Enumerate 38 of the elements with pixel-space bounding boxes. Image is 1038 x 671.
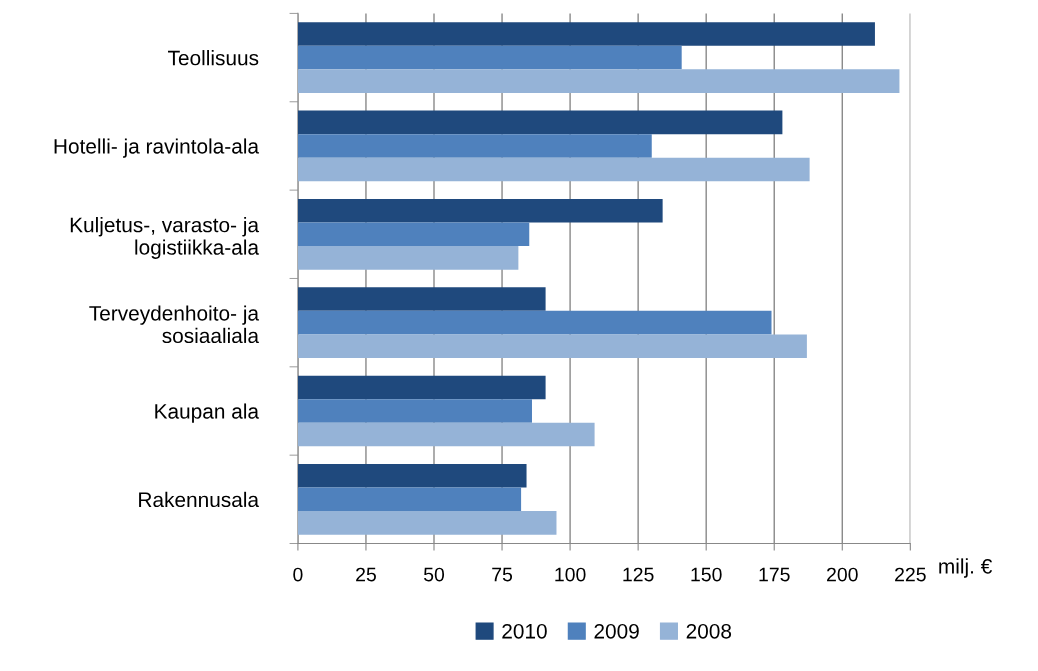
x-tick-label: 150 bbox=[691, 567, 722, 582]
legend-label: 2009 bbox=[594, 623, 639, 639]
x-tick-label: 125 bbox=[623, 567, 654, 582]
bar bbox=[297, 399, 532, 423]
bar bbox=[297, 334, 807, 358]
bar bbox=[297, 246, 519, 270]
bar bbox=[297, 157, 810, 182]
bar bbox=[297, 198, 663, 223]
x-tick-label: 175 bbox=[759, 567, 790, 582]
y-tick-label: Hotelli- ja ravintola-ala bbox=[54, 138, 260, 158]
x-tick-label: 100 bbox=[555, 567, 586, 582]
y-tick-label: Teollisuus bbox=[168, 50, 259, 66]
bar bbox=[297, 22, 875, 46]
bar bbox=[297, 511, 557, 535]
legend-label: 2008 bbox=[686, 623, 732, 639]
y-tick-label: Kuljetus-, varasto- ja logistiikka-ala bbox=[70, 217, 260, 259]
x-tick-label: 25 bbox=[356, 567, 376, 582]
bar bbox=[297, 45, 682, 70]
y-tick-label: Terveydenhoito- ja sosiaaliala bbox=[89, 305, 260, 344]
y-tick-label: Rakennusala bbox=[139, 491, 260, 508]
bar bbox=[297, 110, 783, 135]
bar bbox=[297, 487, 522, 512]
bar bbox=[297, 310, 772, 335]
x-tick-label: 225 bbox=[895, 567, 926, 582]
bar bbox=[297, 69, 900, 93]
x-axis-title: milj. € bbox=[939, 558, 992, 578]
x-tick-label: 200 bbox=[827, 567, 858, 582]
legend-label: 2010 bbox=[502, 623, 547, 639]
x-tick-label: 0 bbox=[293, 567, 303, 582]
bar bbox=[297, 375, 546, 400]
bar bbox=[297, 422, 595, 447]
bar bbox=[297, 134, 652, 158]
bar bbox=[297, 222, 530, 247]
y-tick-label: Kaupan ala bbox=[155, 403, 260, 423]
bar bbox=[297, 287, 546, 311]
bar bbox=[297, 464, 527, 488]
x-tick-label: 50 bbox=[423, 567, 445, 582]
x-tick-label: 75 bbox=[492, 567, 513, 582]
